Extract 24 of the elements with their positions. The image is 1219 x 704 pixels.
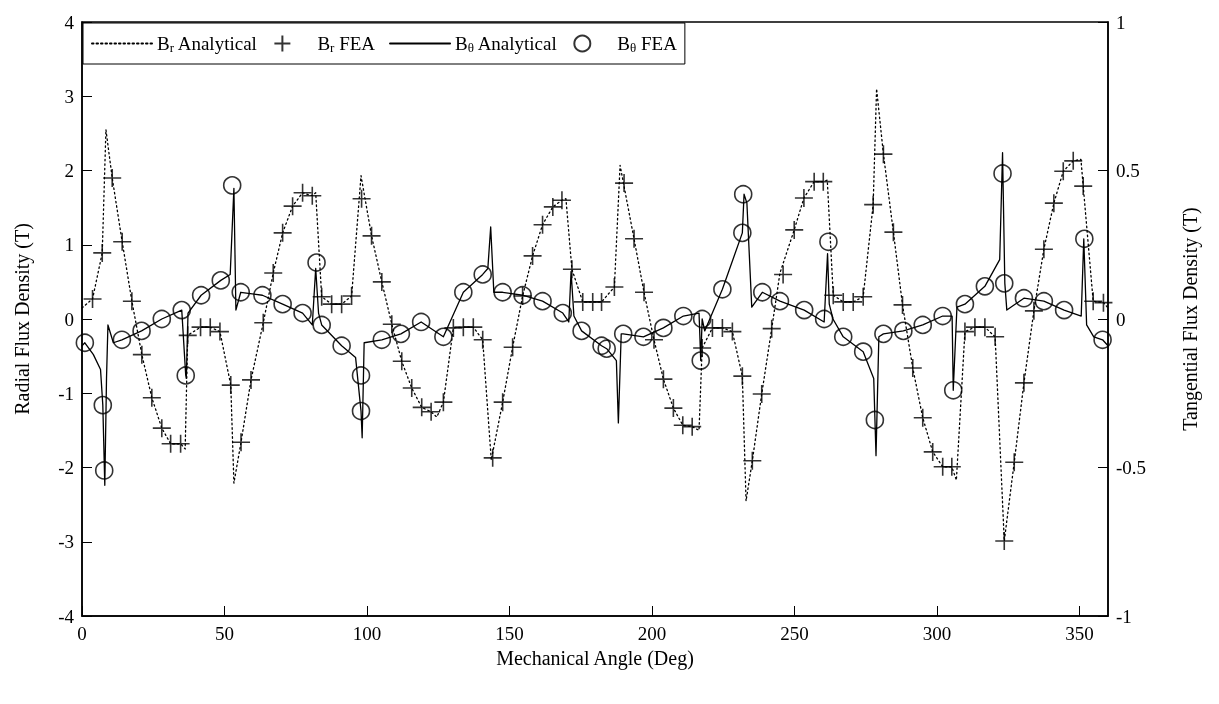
y-tick-label: 1: [64, 234, 74, 256]
x-axis-title: Mechanical Angle (Deg): [496, 647, 694, 670]
y-axis-title: Radial Flux Density (T): [11, 223, 34, 415]
y2-tick-label: 0.5: [1116, 160, 1140, 181]
y2-tick-label: -0.5: [1116, 457, 1147, 478]
x-tick-label: 300: [922, 623, 952, 644]
x-tick-label: 200: [637, 623, 667, 644]
x-tick-label: 50: [215, 623, 234, 644]
x-tick-label: 150: [495, 623, 524, 644]
y2-axis-title: Tangential Flux Density (T): [1179, 207, 1202, 431]
y-tick-label: -2: [58, 457, 74, 478]
y-tick-label: 0: [64, 308, 74, 330]
y2-tick-label: 1: [1116, 11, 1126, 33]
y-tick-label: 3: [64, 85, 74, 107]
y-tick-label: 2: [64, 160, 74, 181]
y2-tick-label: -1: [1116, 605, 1132, 627]
y-tick-label: -1: [58, 382, 74, 404]
x-tick-label: 350: [1065, 623, 1094, 644]
y-tick-label: 4: [64, 11, 75, 33]
y-tick-label: -4: [58, 605, 75, 627]
y-tick-label: -3: [58, 531, 74, 553]
x-tick-label: 250: [780, 623, 809, 644]
x-tick-label: 100: [352, 623, 382, 644]
y2-tick-label: 0: [1116, 308, 1126, 330]
